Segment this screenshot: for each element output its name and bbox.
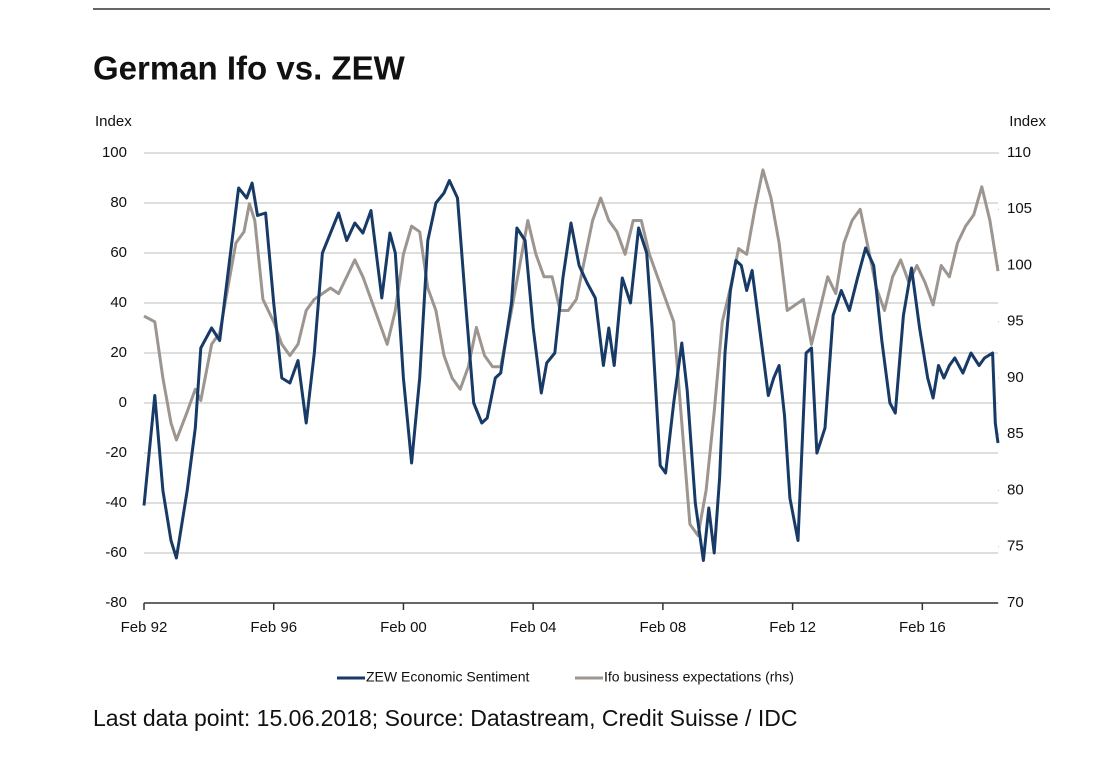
x-tick-label: Feb 08 (640, 619, 687, 636)
y2-tick-label: 75 (1007, 538, 1024, 555)
legend-label: Ifo business expectations (rhs) (604, 669, 794, 685)
x-tick-label: Feb 96 (250, 619, 297, 636)
y-tick-label: 20 (110, 344, 127, 361)
x-tick-label: Feb 16 (899, 619, 946, 636)
legend-label: ZEW Economic Sentiment (366, 669, 529, 685)
y2-tick-label: 105 (1007, 200, 1032, 217)
y-tick-label: 80 (110, 194, 127, 211)
y-tick-label: 40 (110, 294, 127, 311)
y2-tick-label: 90 (1007, 369, 1024, 386)
x-tick-label: Feb 00 (380, 619, 427, 636)
y-tick-label: -60 (105, 544, 127, 561)
x-tick-label: Feb 12 (769, 619, 816, 636)
y-tick-label: 60 (110, 244, 127, 261)
y2-tick-label: 80 (1007, 481, 1024, 498)
y-tick-label: -80 (105, 594, 127, 611)
y2-tick-label: 95 (1007, 313, 1024, 330)
series-line (142, 179, 1000, 562)
x-tick-label: Feb 04 (510, 619, 557, 636)
y2-tick-label: 100 (1007, 256, 1032, 273)
y-axis-label: Index (95, 113, 132, 130)
series-line (143, 168, 1000, 537)
x-tick-label: Feb 92 (121, 619, 168, 636)
chart-title: German Ifo vs. ZEW (93, 50, 406, 87)
y-tick-label: 0 (119, 394, 127, 411)
y2-tick-label: 85 (1007, 425, 1024, 442)
y-tick-label: 100 (102, 144, 127, 161)
y-tick-label: -20 (105, 444, 127, 461)
y-tick-label: -40 (105, 494, 127, 511)
y2-axis-label: Index (1009, 113, 1046, 130)
source-note: Last data point: 15.06.2018; Source: Dat… (93, 705, 797, 731)
y2-tick-label: 70 (1007, 594, 1024, 611)
y2-tick-label: 110 (1007, 144, 1031, 161)
